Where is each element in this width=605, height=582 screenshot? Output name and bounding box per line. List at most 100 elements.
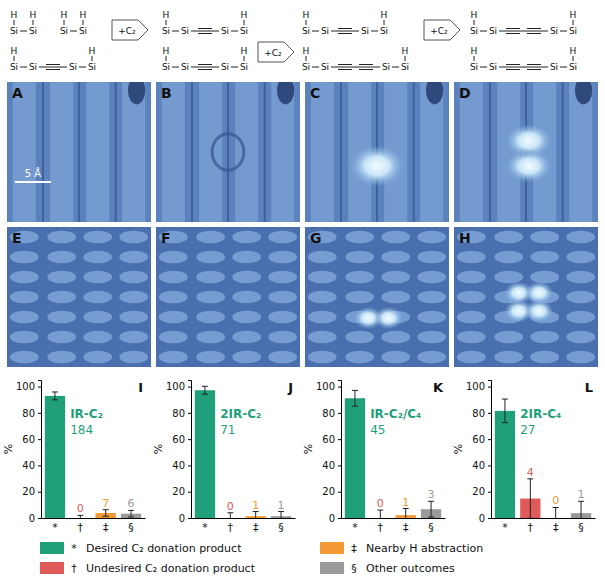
dimer [159,311,188,324]
error-bar-cap [502,422,508,423]
panel-letter: K [433,380,444,395]
dimer [566,351,595,364]
x-tick-label: § [578,521,584,534]
image-ground [305,227,449,367]
dimer [47,251,76,264]
triple-bond [338,31,352,32]
trough [264,82,266,222]
dimer [417,311,446,324]
bond [191,31,198,32]
triple-bond [506,64,520,65]
trough [227,82,229,222]
axis-line [42,518,146,519]
dimer [10,291,39,304]
error-bar [278,512,284,518]
triple-bond [338,28,352,29]
dimer [83,311,112,324]
triple-bond [198,33,212,34]
trough [340,82,342,222]
trough [115,82,117,222]
error-bar-stem [54,392,55,400]
x-tick: † [528,521,534,534]
x-tick-label: † [228,521,234,534]
error-bar-stem [581,501,582,518]
y-tick-label: 60 [322,434,335,445]
dimer-row [13,82,36,222]
atom-si: Si [569,26,577,36]
x-tick: ‡ [253,521,259,534]
triple-bond [359,67,373,68]
bond [352,67,359,68]
legend-swatch [320,562,344,574]
error-bar-cap [502,399,508,400]
adsorbate [525,300,554,322]
panel-letter: D [459,85,471,101]
bond [480,31,487,32]
x-tick: § [578,521,584,534]
dimer-row [460,82,483,222]
error-bar [103,510,109,517]
y-tick: 80 [22,408,41,419]
stm-image [7,227,151,367]
triple-bond [198,67,212,68]
bar-chart: 011020406080100*†‡§2IR-C₂71J [166,380,296,534]
dimer [566,231,595,244]
y-tick-label: 0 [29,513,35,524]
count-label: 0 [227,500,234,513]
axis-line [488,381,492,519]
bar [495,411,515,518]
dimer [268,251,297,264]
defect [128,82,145,104]
dimer [457,291,486,304]
count-label: 0 [377,497,384,510]
dimer-row [311,82,334,222]
x-axis: *†‡§ [492,519,596,534]
triple-bond [198,28,212,29]
error-bar [128,510,134,517]
bond [331,31,338,32]
bond [499,31,506,32]
dimer [566,271,595,284]
atom-si: Si [29,62,37,72]
triple-bond [527,28,541,29]
dimer [308,351,337,364]
x-tick-label: ‡ [403,521,409,534]
dimer [47,311,76,324]
y-tick-label: 80 [22,408,35,419]
sample-count: 184 [70,423,93,437]
atom-h: H [11,10,18,20]
dimer [308,271,337,284]
dimer [232,271,261,284]
scale-bar [15,181,51,183]
error-bar [403,509,409,518]
legend-swatch [40,562,64,574]
triple-bond [527,33,541,34]
tick-mark [338,387,341,388]
tick-mark [488,413,491,414]
panel-letter: G [310,230,322,246]
tick-mark [338,492,341,493]
x-tick: * [52,521,58,534]
bond [573,56,574,61]
atom-h: H [61,10,68,20]
error-bar [527,479,533,518]
y-tick-label: 60 [472,434,485,445]
dimer [159,271,188,284]
y-tick-label: 80 [172,408,185,419]
atom-h: H [303,46,310,56]
triple-bond [46,64,60,65]
tick-mark [38,387,41,388]
dimer [119,271,148,284]
atom-si: Si [29,26,37,36]
dimer [83,271,112,284]
error-bar-cap [52,399,58,400]
dimer [47,231,76,244]
atom-h: H [11,46,18,56]
error-bar-cap [103,516,109,517]
y-tick-label: 40 [472,460,485,471]
bond [212,67,219,68]
atom-si: Si [240,62,248,72]
triple-bond [338,64,352,65]
trough [78,82,80,222]
dimer [308,311,337,324]
